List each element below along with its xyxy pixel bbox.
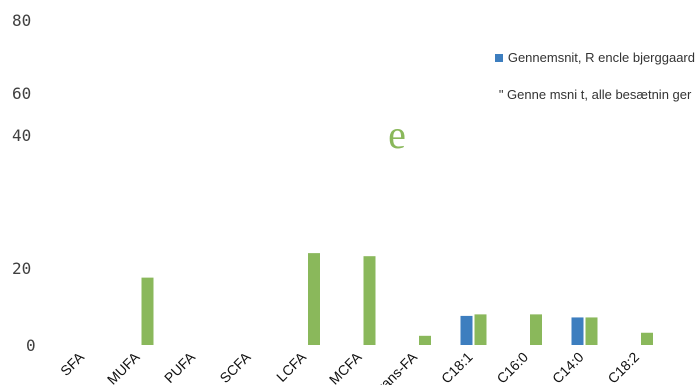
x-tick-label: C18:1 — [438, 349, 476, 385]
y-axis: 0 20 40 60 80 — [12, 11, 36, 355]
bar-c16-0 — [530, 314, 542, 345]
x-tick-label: LCFA — [273, 348, 310, 385]
bars — [141, 253, 653, 345]
bar-lcfa — [308, 253, 320, 345]
x-tick-label: C16:0 — [493, 349, 531, 385]
bar-c14-0 — [585, 317, 598, 345]
x-axis: SFA MUFA PUFA SCFA LCFA MCFA Trans-FA C18:1 C16:… — [57, 348, 642, 385]
annotation-letter: e — [388, 112, 406, 157]
x-tick-label: PUFA — [161, 348, 199, 385]
x-tick-label: Trans-FA — [368, 348, 420, 385]
legend-label-series-2: " Genne msni t, alle besætnin ger — [498, 87, 692, 102]
y-tick-label: 80 — [12, 11, 31, 30]
x-tick-label: C18:2 — [604, 349, 642, 385]
bar-mufa — [141, 277, 154, 345]
y-tick-label: 20 — [12, 259, 31, 278]
bar-c18-1 — [474, 314, 487, 345]
bar-trans-fa — [419, 335, 431, 345]
x-tick-label: MCFA — [326, 348, 365, 385]
legend-item-series-1: Gennemsnit, R encle bjerggaard — [494, 50, 695, 65]
bar-mcfa — [363, 256, 376, 345]
x-tick-label: C14:0 — [549, 349, 587, 385]
bar-c18-1 — [460, 315, 473, 345]
bar-c18-2 — [641, 332, 653, 345]
y-tick-label: 40 — [12, 126, 31, 145]
bar-c14-0 — [571, 317, 584, 345]
legend-label-series-1: Gennemsnit, R encle bjerggaard — [507, 50, 695, 65]
y-tick-label: 0 — [26, 336, 36, 355]
x-tick-label: SFA — [57, 348, 87, 378]
legend: Gennemsnit, R encle bjerggaard " Genne m… — [494, 50, 695, 124]
x-tick-label: SCFA — [216, 348, 254, 385]
legend-item-series-2: " Genne msni t, alle besætnin ger — [495, 87, 695, 102]
x-tick-label: MUFA — [104, 348, 143, 385]
y-tick-label: 60 — [12, 84, 31, 103]
legend-swatch-square-icon — [494, 53, 503, 62]
